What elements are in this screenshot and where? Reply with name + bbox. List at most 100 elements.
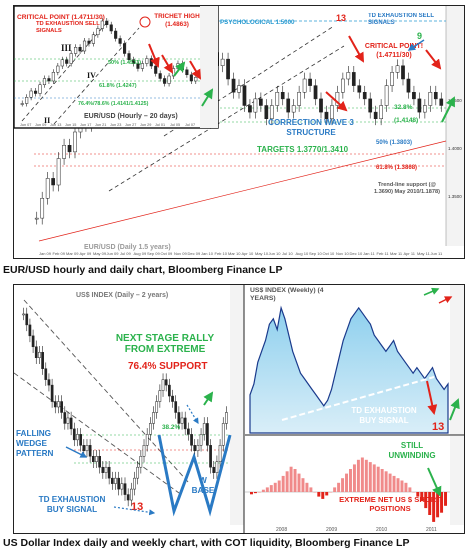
- candle-body: [45, 178, 50, 199]
- trendline-support: [38, 140, 447, 242]
- inset-fib-618: 61.8% (1.4247): [99, 83, 137, 89]
- cot-bar: [281, 475, 285, 492]
- cot-bar: [356, 459, 360, 492]
- cot-bar: [440, 492, 444, 513]
- cot-bar: [345, 473, 349, 492]
- cot-bar: [372, 464, 376, 492]
- dxy-fib-382-label: 38.2%: [162, 424, 180, 431]
- candle-body: [114, 477, 117, 484]
- candle-body: [280, 92, 285, 100]
- cot-bar: [424, 492, 428, 509]
- candle-body: [65, 59, 69, 64]
- x-tick-label: Sep 10: [309, 251, 322, 256]
- candle-body: [74, 47, 78, 54]
- candle-body: [190, 434, 193, 446]
- weekly-count-13: 13: [432, 421, 444, 433]
- cot-bar: [250, 492, 253, 495]
- inset-fib-50: 50% (1.4533): [108, 60, 141, 66]
- cot-bar: [368, 462, 372, 492]
- inset-x-tick-label: Jun 07: [20, 123, 31, 127]
- x-tick-label: Jun 10: [269, 251, 282, 256]
- psychological-label: PSYCHOLOGICAL 1.5000: [220, 19, 295, 26]
- inset-candles: [20, 18, 198, 107]
- cot-bar: [265, 487, 269, 492]
- caption-bottom: US Dollar Index daily and weekly chart, …: [3, 537, 410, 549]
- weekly-green-pointer: [423, 287, 440, 296]
- cot-bar: [321, 492, 325, 499]
- x-tick-label: May 09: [93, 251, 107, 256]
- candle-body: [114, 30, 118, 39]
- y-tick-label: 1.3500: [448, 194, 462, 199]
- x-tick-label: Jan 10: [201, 251, 214, 256]
- candle-body: [149, 58, 153, 67]
- cot-bar: [349, 469, 352, 492]
- candle-body: [136, 63, 140, 69]
- candle-body: [185, 69, 189, 75]
- weekly-x-ticks: 2008 2009 2010 2011: [276, 527, 437, 533]
- candle-body: [187, 428, 190, 435]
- cot-bar: [352, 464, 356, 492]
- candle-body: [29, 90, 33, 98]
- inset-x-tick-label: Jul 07: [185, 123, 195, 127]
- cot-bar: [257, 492, 261, 493]
- candle-body: [34, 346, 38, 358]
- candle-body: [34, 90, 38, 94]
- cot-bar: [416, 492, 420, 497]
- cot-bar: [253, 492, 257, 494]
- candle-body: [133, 477, 136, 490]
- candle-body: [423, 105, 427, 113]
- candle-body: [109, 24, 113, 32]
- candle-body: [253, 98, 258, 113]
- candle-body: [163, 78, 167, 84]
- candle-body: [69, 53, 73, 64]
- candle-body: [105, 20, 109, 25]
- candle-body: [218, 445, 222, 462]
- candle-body: [158, 73, 162, 79]
- candle-body: [351, 72, 356, 86]
- candle-body: [47, 78, 51, 82]
- candle-body: [110, 477, 114, 484]
- x-tick-label: Jul 10: [282, 251, 293, 256]
- wedge-pointer-arrow: [65, 446, 88, 458]
- candle-body: [82, 445, 86, 452]
- candle-body: [384, 85, 389, 106]
- candle-body: [41, 352, 44, 369]
- candle-body: [167, 75, 171, 84]
- x-tick-label: Apr 10: [242, 251, 255, 256]
- inset-x-tick-label: Jun 13: [50, 123, 61, 127]
- candle-body: [428, 92, 433, 106]
- level-1414-label: (1.4148): [394, 117, 418, 124]
- candle-body: [302, 78, 307, 93]
- cot-bar: [428, 492, 432, 515]
- candle-body: [66, 417, 70, 424]
- x-tick-label: Nov 09: [174, 251, 187, 256]
- candle-body: [171, 395, 174, 402]
- cot-bar: [384, 471, 388, 492]
- x-tick-label: Oct 10: [323, 251, 336, 256]
- candle-body: [209, 445, 212, 468]
- dxy-count-13: 13: [131, 501, 143, 513]
- cot-bar: [309, 487, 313, 492]
- candle-body: [149, 423, 152, 435]
- x-tick-label: Dec 10: [350, 251, 363, 256]
- support-pointer: [186, 404, 199, 425]
- candle-body: [139, 456, 143, 468]
- candle-body: [206, 423, 209, 446]
- inset-x-tick-label: Jun 27: [125, 123, 136, 127]
- candle-body: [73, 131, 77, 153]
- trichet-high-label: TRICHET HIGH (1.4863): [154, 13, 200, 28]
- x-tick-label: Feb 11: [377, 251, 390, 256]
- weekly-area: [249, 305, 449, 434]
- next-stage-label: NEXT STAGE RALLY FROM EXTREME: [115, 333, 215, 355]
- inset-up-arrow-2: [201, 88, 214, 107]
- candle-body: [67, 145, 72, 153]
- falling-wedge-label: FALLING WEDGE PATTERN: [16, 429, 54, 458]
- channel-upper: [163, 25, 335, 137]
- cot-bar: [269, 485, 273, 492]
- wedge-upper: [23, 299, 190, 484]
- candle-body: [242, 85, 247, 106]
- x-tick-label: Aug 10: [296, 251, 309, 256]
- wedge-lower: [14, 372, 180, 494]
- candle-body: [91, 456, 95, 462]
- up-arrow-green: [441, 96, 455, 123]
